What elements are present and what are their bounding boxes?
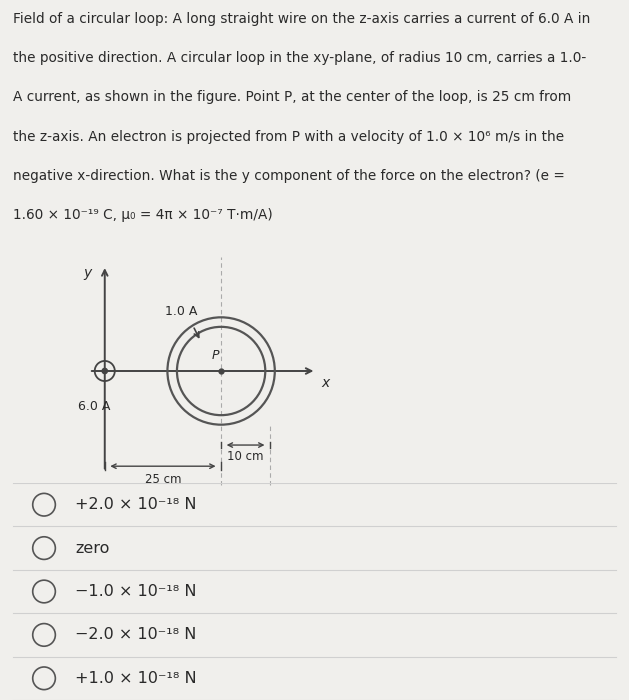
Text: +1.0 × 10⁻¹⁸ N: +1.0 × 10⁻¹⁸ N	[75, 671, 197, 686]
Text: 25 cm: 25 cm	[145, 473, 181, 486]
Text: 1.60 × 10⁻¹⁹ C, μ₀ = 4π × 10⁻⁷ T·m/A): 1.60 × 10⁻¹⁹ C, μ₀ = 4π × 10⁻⁷ T·m/A)	[13, 209, 272, 223]
Text: 1.0 A: 1.0 A	[165, 304, 197, 318]
Text: Field of a circular loop: A long straight wire on the z-axis carries a current o: Field of a circular loop: A long straigh…	[13, 12, 590, 26]
Text: −1.0 × 10⁻¹⁸ N: −1.0 × 10⁻¹⁸ N	[75, 584, 197, 599]
Text: 6.0 A: 6.0 A	[79, 400, 111, 413]
Text: zero: zero	[75, 540, 110, 556]
Text: A current, as shown in the figure. Point P, at the center of the loop, is 25 cm : A current, as shown in the figure. Point…	[13, 90, 571, 104]
Text: negative x-direction. What is the y component of the force on the electron? (e =: negative x-direction. What is the y comp…	[13, 169, 564, 183]
Text: −2.0 × 10⁻¹⁸ N: −2.0 × 10⁻¹⁸ N	[75, 627, 197, 643]
Text: the positive direction. A circular loop in the xy-plane, of radius 10 cm, carrie: the positive direction. A circular loop …	[13, 51, 586, 65]
Text: P: P	[212, 349, 220, 362]
Circle shape	[102, 368, 108, 374]
Text: 10 cm: 10 cm	[227, 450, 264, 463]
Text: y: y	[83, 266, 92, 280]
Text: the z-axis. An electron is projected from P with a velocity of 1.0 × 10⁶ m/s in : the z-axis. An electron is projected fro…	[13, 130, 564, 144]
Text: +2.0 × 10⁻¹⁸ N: +2.0 × 10⁻¹⁸ N	[75, 497, 197, 512]
Text: x: x	[321, 377, 330, 391]
